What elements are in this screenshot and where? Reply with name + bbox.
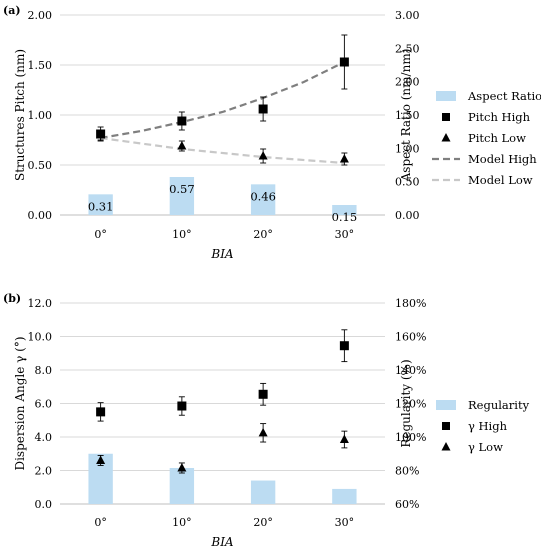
bar-data-label: 0.46 — [250, 189, 276, 203]
y-axis-title: Dispersion Angle γ (°) — [13, 336, 27, 470]
panel-label: (b) — [3, 292, 21, 305]
triangle-marker — [96, 130, 106, 139]
y2-tick-label: 140% — [395, 364, 426, 377]
bar-data-label: 0.57 — [169, 182, 195, 196]
legend-swatch-triangle — [441, 442, 451, 451]
y2-tick-label: 180% — [395, 297, 426, 310]
square-marker — [258, 389, 268, 399]
y-tick-label: 4.0 — [35, 431, 53, 444]
x-tick-label: 30° — [335, 228, 355, 241]
bar — [169, 177, 195, 215]
bar-data-label: 0.15 — [332, 210, 358, 224]
square-marker — [339, 57, 349, 67]
y2-axis-title: Aspect Ratio (nm/nm) — [399, 49, 413, 183]
square-marker — [96, 407, 106, 417]
legend-label: Regularity — [468, 398, 530, 412]
legend-label: γ High — [468, 419, 508, 433]
x-axis-title: BIA — [210, 535, 234, 549]
bar — [169, 467, 195, 504]
triangle-marker — [96, 455, 106, 464]
legend-label: Pitch Low — [468, 131, 526, 145]
y-tick-label: 1.50 — [28, 59, 53, 72]
y-tick-label: 2.0 — [35, 465, 53, 478]
bar — [250, 480, 276, 504]
y2-tick-label: 3.00 — [395, 9, 420, 22]
chart-panel-b: (b) 0.0 2.0 4.0 6.0 8.0 10.0 12.0 60% 80% 100% 120%… — [3, 292, 530, 549]
triangle-marker — [177, 141, 187, 150]
legend-label: γ Low — [468, 440, 503, 454]
bar — [332, 205, 357, 215]
y2-tick-label: 160% — [395, 331, 426, 344]
legend-swatch-square — [442, 422, 450, 430]
legend-label: Pitch High — [468, 110, 531, 124]
legend-swatch-triangle — [441, 133, 451, 142]
y2-tick-label: 0.50 — [395, 176, 420, 189]
legend-label: Aspect Ratio — [467, 89, 541, 103]
legend-swatch-bar — [436, 400, 456, 410]
y-tick-label: 10.0 — [28, 331, 53, 344]
panel-label: (a) — [3, 4, 21, 17]
y-axis-title: Structures Pitch (nm) — [13, 49, 27, 181]
legend-swatch-bar — [436, 91, 456, 101]
bar — [332, 488, 357, 504]
triangle-marker — [258, 427, 268, 437]
model-line-high — [100, 61, 345, 140]
triangle-marker — [258, 151, 268, 160]
square-marker — [177, 116, 187, 126]
x-tick-label: 0° — [94, 516, 107, 529]
bar — [250, 184, 276, 215]
y-tick-label: 0.00 — [28, 209, 53, 222]
y2-tick-label: 0.00 — [395, 209, 420, 222]
y2-tick-label: 2.00 — [395, 76, 420, 89]
bar — [88, 194, 113, 215]
x-tick-label: 30° — [335, 516, 355, 529]
x-tick-label: 10° — [172, 228, 192, 241]
y2-tick-label: 2.50 — [395, 42, 420, 55]
x-tick-label: 10° — [172, 516, 192, 529]
x-axis-title: BIA — [210, 247, 234, 261]
model-line-low — [100, 136, 345, 165]
y2-tick-label: 120% — [395, 398, 426, 411]
bar-data-label: 0.31 — [88, 199, 114, 213]
y2-tick-label: 1.50 — [395, 109, 420, 122]
y2-tick-label: 1.00 — [395, 142, 420, 155]
square-marker — [258, 104, 268, 114]
y-tick-label: 12.0 — [28, 297, 53, 310]
x-tick-label: 20° — [253, 516, 273, 529]
square-marker — [339, 341, 349, 351]
y2-axis-title: Regularity (%) — [399, 359, 413, 447]
triangle-marker — [177, 462, 187, 472]
y2-tick-label: 60% — [395, 498, 419, 511]
y-tick-label: 0.0 — [35, 498, 53, 511]
y-tick-label: 0.50 — [28, 159, 53, 172]
chart-panel-a: (a) 0.00 0.50 1.00 1.50 2.00 0.00 0.50 1.00 1.50 2… — [3, 4, 541, 261]
y-tick-label: 6.0 — [35, 398, 53, 411]
y2-tick-label: 100% — [395, 431, 426, 444]
x-tick-label: 20° — [253, 228, 273, 241]
x-tick-label: 0° — [94, 228, 107, 241]
triangle-marker — [339, 434, 349, 444]
y2-tick-label: 80% — [395, 465, 419, 478]
legend-label: Model Low — [468, 173, 533, 187]
legend-swatch-square — [442, 113, 450, 121]
square-marker — [177, 401, 187, 411]
y-tick-label: 1.00 — [28, 109, 53, 122]
triangle-marker — [339, 154, 349, 163]
legend-label: Model High — [468, 152, 537, 166]
y-tick-label: 8.0 — [35, 364, 53, 377]
y-tick-label: 2.00 — [28, 9, 53, 22]
